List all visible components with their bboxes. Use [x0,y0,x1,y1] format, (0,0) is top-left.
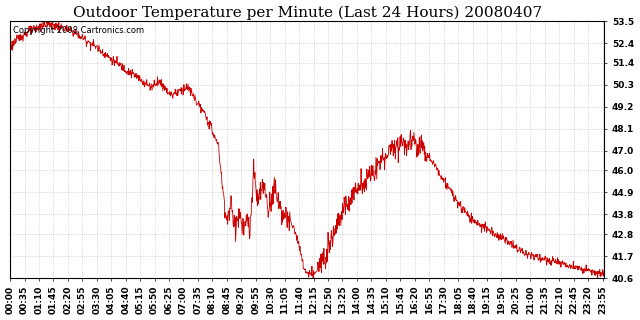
Text: Copyright 2008 Cartronics.com: Copyright 2008 Cartronics.com [13,26,144,35]
Title: Outdoor Temperature per Minute (Last 24 Hours) 20080407: Outdoor Temperature per Minute (Last 24 … [72,5,541,20]
